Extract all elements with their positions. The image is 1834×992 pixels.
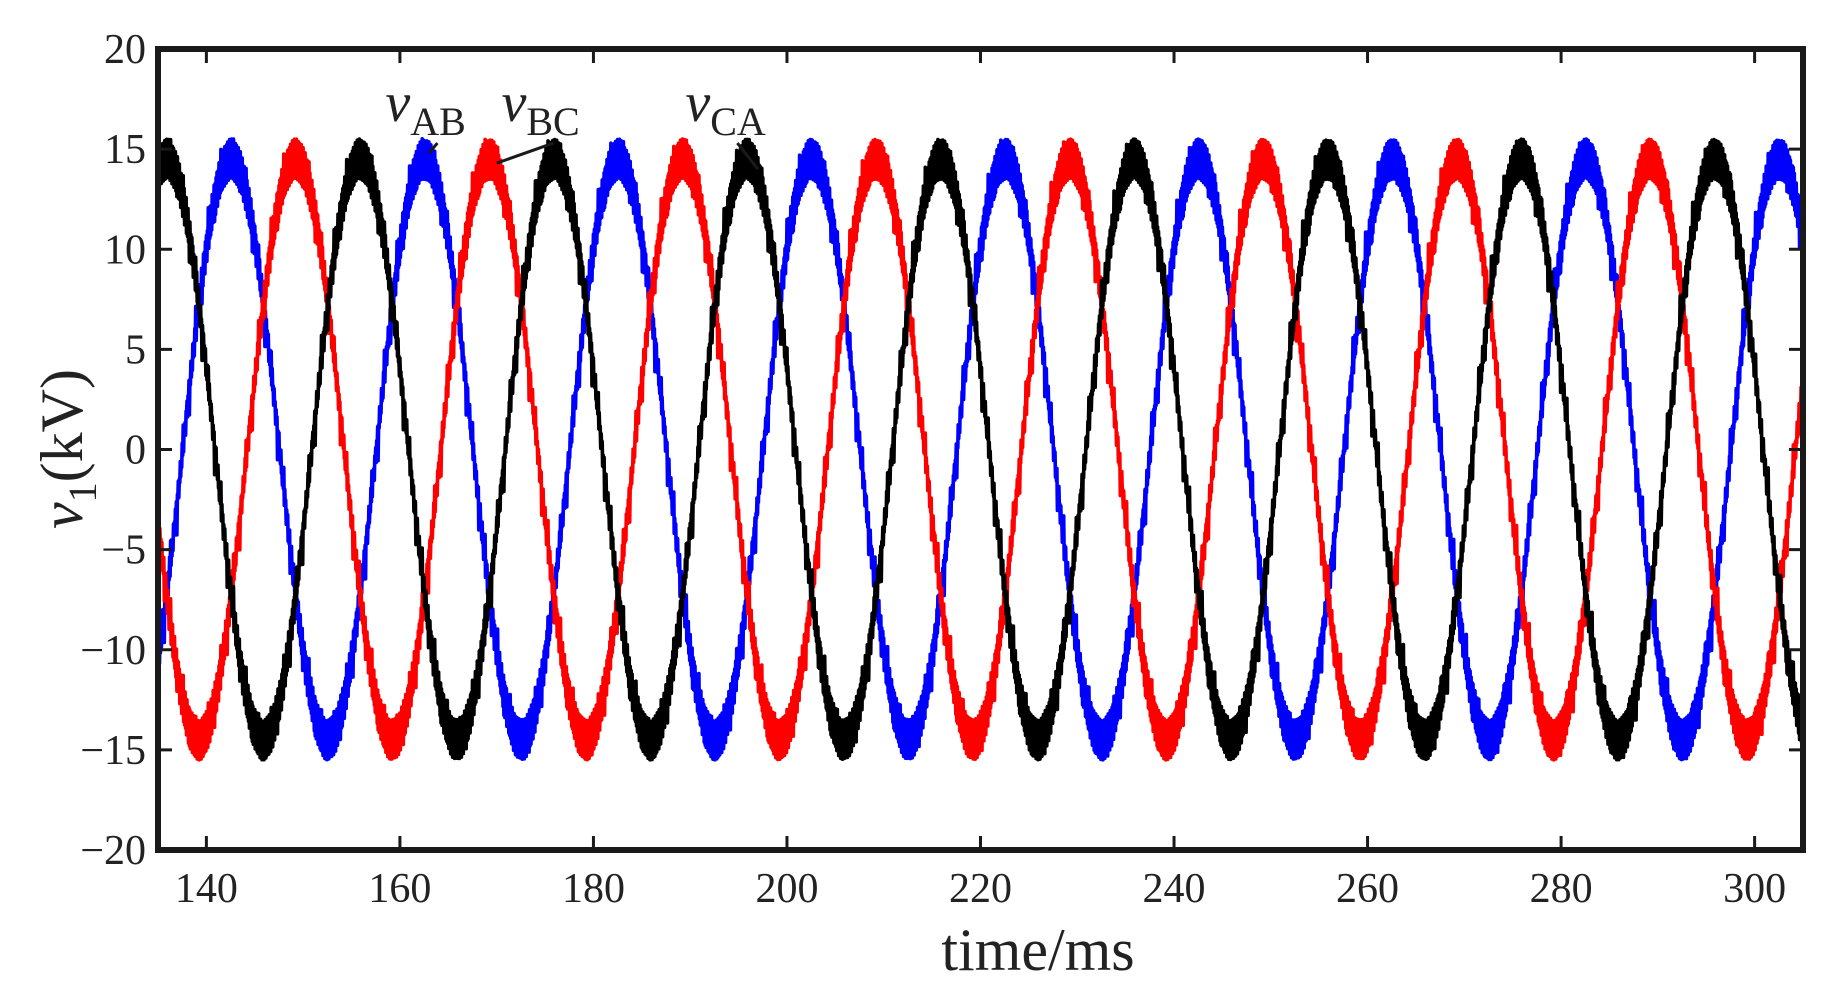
y-tick-label: 5 — [125, 327, 146, 373]
x-tick-label: 280 — [1530, 866, 1593, 912]
series-label-vAB: vAB — [385, 72, 465, 144]
leader-line-vAB — [427, 142, 439, 155]
x-tick-label: 240 — [1143, 866, 1206, 912]
x-tick-label: 220 — [949, 866, 1012, 912]
leader-line-vCA — [736, 142, 760, 171]
x-axis-title: time/ms — [941, 917, 1134, 983]
series-label-main: v — [502, 72, 527, 134]
labels-layer: 140 160 180 200 220 240 260 280 300 −20 −15 −10 −5 0 5… — [80, 27, 1786, 912]
x-tick-label: 160 — [368, 866, 431, 912]
series-label-main: v — [385, 72, 410, 134]
y-axis-title-main: v — [29, 502, 95, 529]
annotation-layer: vAB vBC vCA — [385, 72, 766, 171]
y-tick-label: −15 — [80, 728, 146, 774]
series-line-vBC — [156, 137, 1805, 762]
y-axis-title-suffix: (kV) — [29, 369, 95, 482]
y-tick-label: −5 — [101, 528, 146, 574]
x-tick-label: 140 — [175, 866, 238, 912]
ticks-layer — [158, 47, 1803, 852]
series-label-sub: AB — [410, 99, 466, 144]
series-label-vCA: vCA — [685, 72, 766, 144]
y-axis-title: v1(kV) — [29, 369, 105, 529]
series-label-main: v — [685, 72, 710, 134]
x-tick-label: 180 — [562, 866, 625, 912]
x-tick-label: 300 — [1723, 866, 1786, 912]
y-tick-label: 15 — [104, 127, 146, 173]
series-label-sub: CA — [710, 99, 766, 144]
leader-line-vBC — [496, 141, 555, 165]
y-tick-label: 10 — [104, 227, 146, 273]
series-label-vBC: vBC — [502, 72, 580, 144]
x-tick-label: 200 — [755, 866, 818, 912]
series-label-sub: BC — [526, 99, 579, 144]
y-tick-label: 20 — [104, 27, 146, 73]
series-layer — [156, 137, 1805, 762]
y-tick-label: 0 — [125, 428, 146, 474]
series-line-vCA — [156, 137, 1805, 762]
series-line-vAB — [156, 137, 1805, 762]
y-axis-title-sub: 1 — [60, 482, 105, 502]
x-tick-label: 260 — [1336, 866, 1399, 912]
y-tick-label: −20 — [80, 828, 146, 874]
y-tick-label: −10 — [80, 628, 146, 674]
